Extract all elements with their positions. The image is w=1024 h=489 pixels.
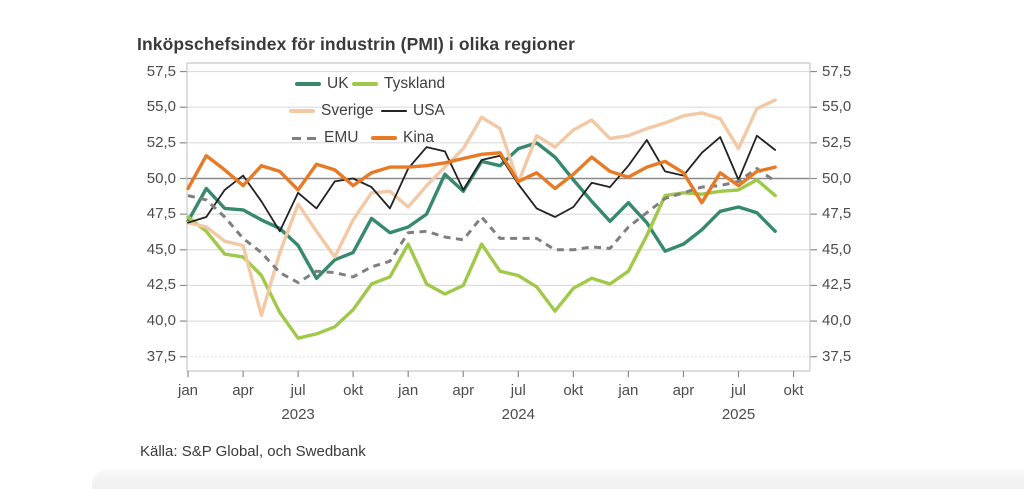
legend-label-usa: USA	[413, 102, 445, 119]
x-tick-label: jul	[730, 382, 747, 399]
y-tick-label-left: 57,5	[146, 62, 176, 80]
legend-swatch-kina	[371, 136, 397, 140]
x-year-label: 2023	[281, 406, 315, 423]
series-line-uk	[186, 141, 777, 280]
x-year-label: 2025	[721, 406, 756, 423]
y-tick-label-right: 57,5	[822, 62, 852, 80]
legend-item-usa: USA	[381, 101, 445, 121]
y-tick-label-right: 42,5	[822, 276, 852, 294]
series-line-usa	[187, 134, 777, 233]
x-year-label: 2024	[501, 406, 535, 423]
y-tick-label-right: 52,5	[822, 133, 852, 151]
y-tick-label-right: 37,5	[822, 347, 852, 365]
x-tick-label: apr	[672, 382, 695, 399]
legend-label-sverige: Sverige	[321, 102, 374, 119]
legend-item-emu: EMU	[292, 128, 358, 148]
y-tick-label-right: 40,0	[822, 312, 852, 330]
legend-label-emu: EMU	[324, 129, 359, 146]
x-tick-label: okt	[563, 382, 584, 399]
legend-item-tyskland: Tyskland	[352, 74, 445, 94]
legend-item-uk: UK	[295, 74, 349, 94]
y-tick-label-right: 45,0	[822, 240, 852, 258]
y-tick-label-left: 52,5	[146, 133, 176, 151]
y-tick-label-left: 45,0	[146, 240, 176, 258]
x-tick-label: jul	[290, 382, 306, 399]
y-tick-label-left: 42,5	[146, 276, 176, 294]
y-tick-label-right: 50,0	[822, 169, 852, 187]
source-note: Källa: S&P Global, och Swedbank	[140, 443, 366, 460]
x-tick-label: jan	[398, 382, 419, 399]
chart-title: Inköpschefsindex för industrin (PMI) i o…	[137, 34, 575, 54]
series-line-sverige	[186, 98, 777, 318]
legend-label-kina: Kina	[403, 129, 435, 146]
y-tick-label-right: 55,0	[822, 98, 852, 116]
y-tick-label-left: 37,5	[146, 347, 176, 365]
series-line-emu	[187, 167, 777, 285]
legend-swatch-tyskland	[352, 82, 378, 86]
bottom-section-edge	[92, 469, 1024, 489]
x-tick-label: apr	[452, 382, 475, 399]
y-tick-label-left: 47,5	[146, 205, 176, 223]
series-line-tyskland	[186, 178, 777, 340]
legend-label-uk: UK	[327, 75, 349, 92]
legend-swatch-usa	[381, 110, 407, 112]
legend-item-sverige: Sverige	[289, 101, 374, 121]
legend-item-kina: Kina	[371, 128, 434, 148]
x-tick-label: apr	[232, 382, 254, 399]
legend-swatch-emu	[292, 136, 318, 140]
x-tick-label: jan	[618, 382, 639, 399]
x-tick-label: jul	[510, 382, 526, 399]
legend-swatch-uk	[295, 82, 321, 86]
series-line-kina	[186, 151, 777, 205]
y-tick-label-left: 55,0	[146, 98, 176, 116]
legend-label-tyskland: Tyskland	[384, 75, 446, 92]
y-tick-label-left: 50,0	[146, 169, 176, 187]
x-tick-label: okt	[783, 382, 804, 399]
x-tick-label: okt	[343, 382, 364, 399]
x-tick-label: jan	[177, 382, 199, 399]
y-tick-label-right: 47,5	[822, 205, 852, 223]
y-tick-label-left: 40,0	[146, 312, 176, 330]
legend-swatch-sverige	[289, 109, 315, 113]
